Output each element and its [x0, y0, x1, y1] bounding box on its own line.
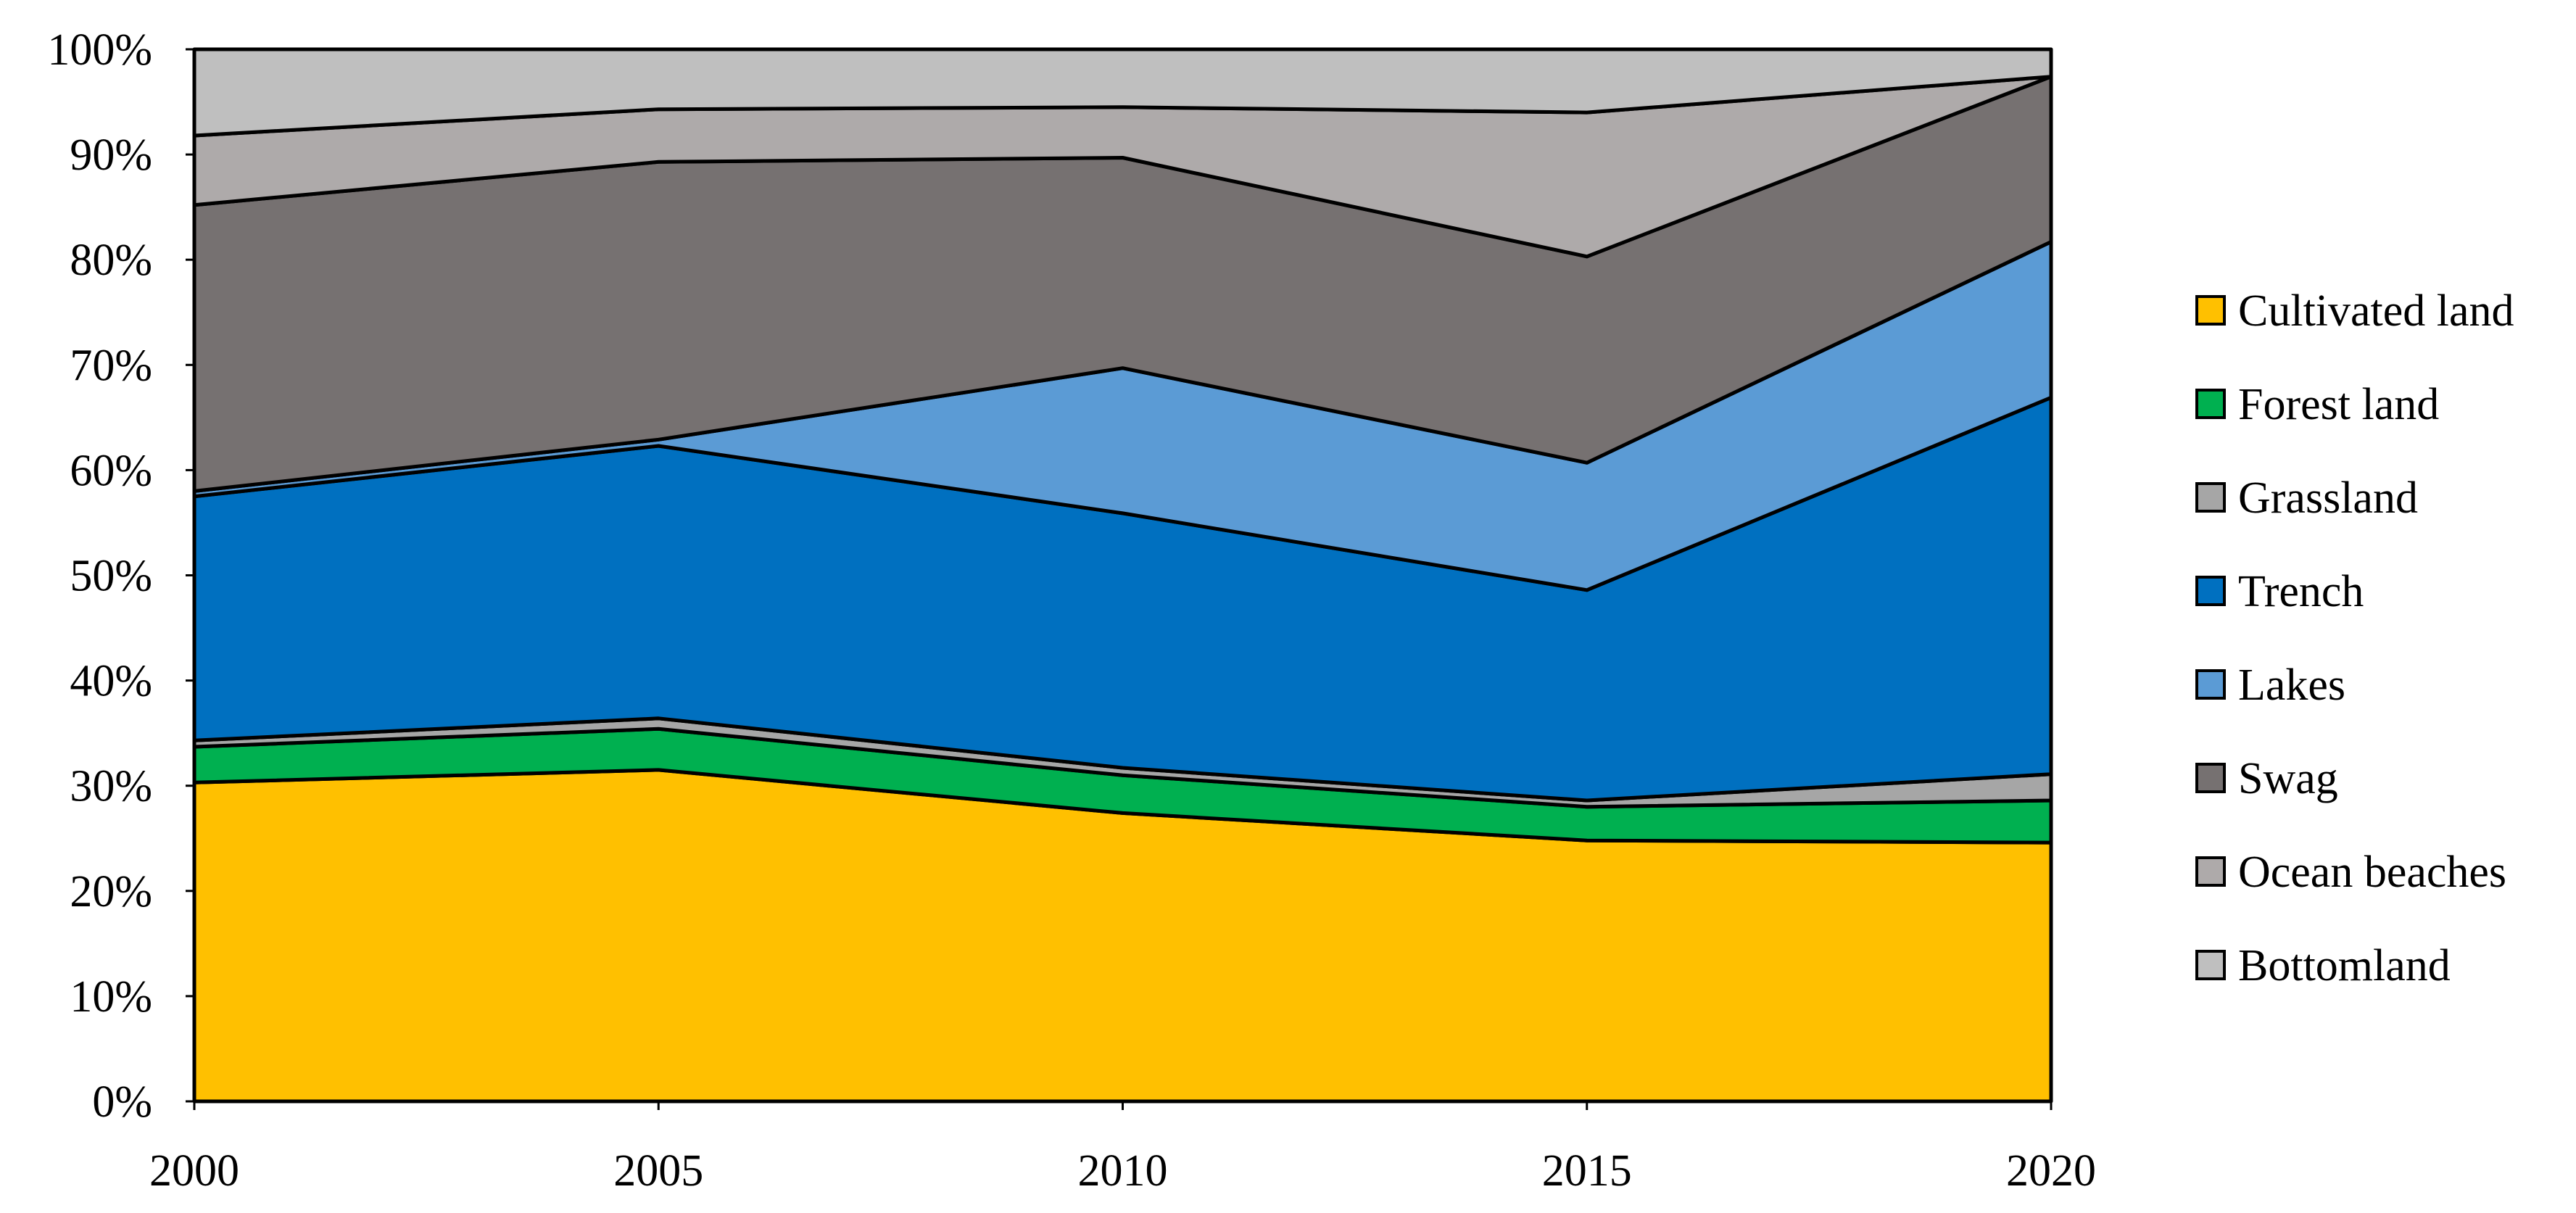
y-tick-label: 30% — [70, 762, 152, 811]
y-tick-label: 20% — [70, 867, 152, 916]
x-tick-label: 2020 — [2006, 1146, 2096, 1196]
legend-label: Swag — [2238, 754, 2338, 803]
y-tick-label: 40% — [70, 657, 152, 706]
y-tick-label: 70% — [70, 341, 152, 390]
legend-item-ocean-beaches: Ocean beaches — [2195, 848, 2506, 897]
legend-label: Cultivated land — [2238, 286, 2514, 336]
legend-label: Grassland — [2238, 473, 2418, 523]
legend-item-grassland: Grassland — [2195, 473, 2418, 523]
area-series-group — [192, 47, 2053, 1104]
area-bottomland — [192, 47, 2053, 138]
y-tick-label: 10% — [70, 972, 152, 1022]
legend-swatch — [2195, 856, 2226, 887]
y-tick-label: 50% — [70, 552, 152, 601]
legend-label: Trench — [2238, 567, 2364, 616]
x-tick-label: 2005 — [613, 1146, 703, 1196]
y-tick-label: 60% — [70, 446, 152, 495]
legend-swatch — [2195, 482, 2226, 513]
y-tick-label: 90% — [70, 131, 152, 180]
y-tick-label: 100% — [47, 25, 152, 75]
legend-label: Forest land — [2238, 380, 2439, 429]
legend-item-bottomland: Bottomland — [2195, 941, 2451, 990]
legend: Cultivated land Forest land Grassland Trenc… — [2195, 286, 2514, 990]
y-tick-labels: 0% 10% 20% 30% 40% 50% 60% 70% 80% 90% 100% — [47, 25, 194, 1127]
legend-item-forest-land: Forest land — [2195, 380, 2439, 429]
legend-swatch — [2195, 295, 2226, 326]
legend-item-lakes: Lakes — [2195, 661, 2345, 710]
y-tick-label: 80% — [70, 236, 152, 285]
x-tick-labels: 2000 2005 2010 2015 2020 — [149, 1101, 2096, 1196]
legend-label: Ocean beaches — [2238, 848, 2506, 897]
legend-label: Lakes — [2238, 661, 2345, 710]
legend-swatch — [2195, 669, 2226, 700]
legend-swatch — [2195, 950, 2226, 980]
legend-swatch — [2195, 576, 2226, 606]
legend-swatch — [2195, 389, 2226, 419]
y-tick-label: 0% — [92, 1077, 152, 1127]
legend-item-swag: Swag — [2195, 754, 2338, 803]
legend-label: Bottomland — [2238, 941, 2451, 990]
x-tick-label: 2000 — [149, 1146, 239, 1196]
legend-swatch — [2195, 763, 2226, 793]
x-tick-label: 2010 — [1078, 1146, 1168, 1196]
legend-item-trench: Trench — [2195, 567, 2364, 616]
x-tick-label: 2015 — [1542, 1146, 1632, 1196]
legend-item-cultivated-land: Cultivated land — [2195, 286, 2514, 336]
